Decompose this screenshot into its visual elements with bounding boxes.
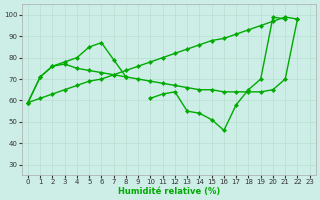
X-axis label: Humidité relative (%): Humidité relative (%): [118, 187, 220, 196]
